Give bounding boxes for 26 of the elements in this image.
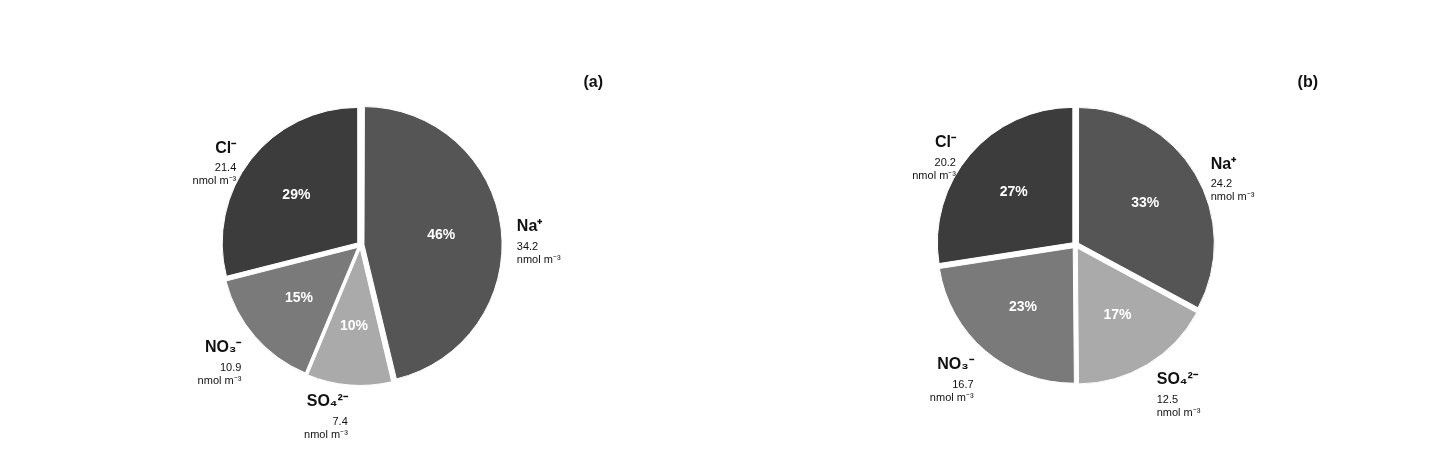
text: 10% <box>339 316 368 333</box>
slice-label: Na⁺ <box>516 217 544 235</box>
data-label: 34.2 nmol m⁻³ <box>516 239 561 265</box>
text: 23% <box>1008 297 1037 314</box>
slice-label: NO₃⁻ <box>204 338 243 356</box>
text: (b) <box>1297 73 1318 91</box>
data-label: 7.4 nmol m⁻³ <box>304 415 349 441</box>
data-label: 10.9 nmol m⁻³ <box>197 360 242 386</box>
slice-label: SO₄²⁻ <box>306 392 349 410</box>
data-label: 16.7 nmol m⁻³ <box>929 378 974 404</box>
data-label: 21.4 nmol m⁻³ <box>192 161 237 187</box>
data-label: 24.2 nmol m⁻³ <box>1210 177 1255 203</box>
text: 17% <box>1103 305 1132 322</box>
text: (a) <box>583 73 603 91</box>
text: 33% <box>1131 194 1160 211</box>
text: 46% <box>427 226 456 243</box>
data-label: 20.2 nmol m⁻³ <box>912 155 957 181</box>
data-label: 12.5 nmol m⁻³ <box>1156 392 1201 418</box>
text: 27% <box>999 183 1028 200</box>
slice-label: Cl⁻ <box>215 138 238 156</box>
slice-label: Cl⁻ <box>934 133 957 151</box>
text: 15% <box>284 289 314 306</box>
slice-label: Na⁺ <box>1210 154 1238 172</box>
text: 29% <box>282 186 311 203</box>
slice-label: SO₄²⁻ <box>1156 370 1199 388</box>
slice-label: NO₃⁻ <box>937 355 975 373</box>
